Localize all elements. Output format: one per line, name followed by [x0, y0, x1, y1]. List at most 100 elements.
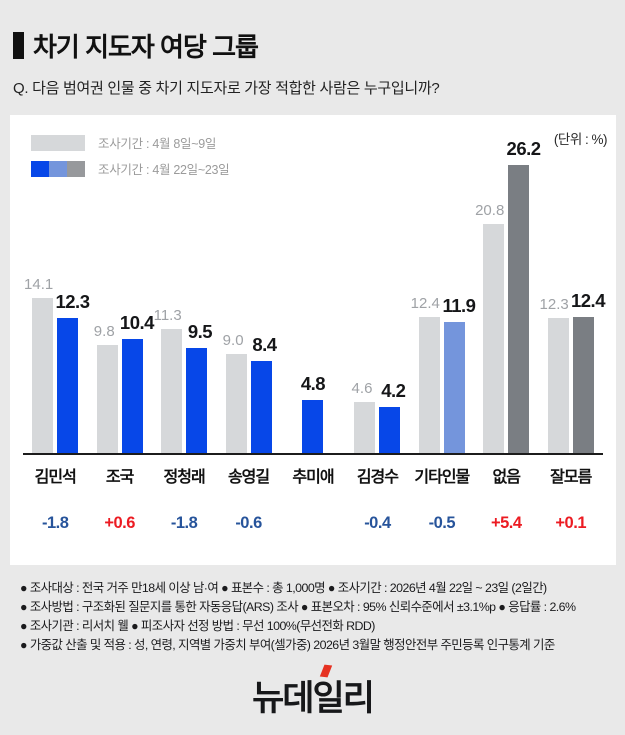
unit-label: (단위 : %) — [553, 132, 608, 147]
bar-group: 11.3 9.5 — [152, 115, 216, 453]
bar-wave2: 9.5 — [186, 115, 213, 453]
bar-wave1: 12.3 — [540, 115, 569, 453]
bar-value-label: 12.3 — [539, 296, 569, 313]
change-value-row: -1.8 +0.6 -1.8 -0.6 -0.4 -0.5 +5.4 +0.1 — [23, 514, 603, 533]
category-label: 송영길 — [227, 469, 270, 486]
legend-item-wave2: 조사기간 : 4월 22일~23일 — [31, 159, 230, 178]
change-value: +5.4 — [490, 514, 522, 532]
category-label: 김민석 — [34, 469, 77, 486]
bar — [302, 400, 324, 453]
category-label: 정청래 — [163, 469, 206, 486]
bar-group: 4.8 — [281, 115, 345, 453]
legend-swatch-wave1 — [31, 134, 85, 151]
change-value: -0.5 — [428, 514, 456, 532]
bar — [354, 402, 376, 453]
legend-label-wave1: 조사기간 : 4월 8일~9일 — [98, 137, 217, 151]
bar-value-label: 9.8 — [93, 323, 115, 340]
bar-value-label: 12.3 — [55, 291, 90, 312]
bar-wave2: 8.4 — [250, 115, 277, 453]
bar — [96, 345, 118, 453]
logo-text-wrap: 뉴데일리 — [252, 664, 375, 721]
bar — [572, 317, 594, 453]
bar-value-label: 9.5 — [187, 321, 213, 342]
chart-legend: 조사기간 : 4월 8일~9일 조사기간 : 4월 22일~23일 — [31, 133, 230, 185]
bar-wave1: 9.0 — [222, 115, 247, 453]
bar-value-label: 11.9 — [442, 295, 476, 316]
bar-wave1: 11.3 — [154, 115, 183, 453]
category-label: 추미애 — [292, 469, 334, 486]
change-value — [281, 514, 345, 533]
bar — [121, 339, 143, 453]
methodology-notes: ● 조사대상 : 전국 거주 만18세 이상 남·여 ● 표본수 : 총 1,0… — [20, 579, 625, 655]
change-value: +0.1 — [555, 514, 586, 532]
methodology-note-line: ● 조사대상 : 전국 거주 만18세 이상 남·여 ● 표본수 : 총 1,0… — [20, 581, 547, 595]
category-label: 기타인물 — [414, 469, 470, 486]
bar-value-label: 20.8 — [475, 202, 505, 219]
bar-group: 4.6 4.2 — [345, 115, 409, 453]
bar — [379, 407, 401, 453]
bar-value-label: 26.2 — [506, 138, 542, 159]
bar-group: 9.0 8.4 — [216, 115, 280, 453]
legend-swatch-segment — [49, 160, 67, 177]
category-label: 잘모름 — [550, 469, 592, 486]
bar-value-label: 14.1 — [24, 276, 54, 293]
bar — [161, 329, 183, 453]
header: 차기 지도자 여당 그룹 Q. 다음 범여권 인물 중 차기 지도자로 가장 적… — [0, 0, 625, 98]
bar-group: 12.3 12.4 — [539, 115, 605, 453]
page-title: 차기 지도자 여당 그룹 — [33, 32, 259, 62]
change-value: -0.4 — [364, 514, 391, 532]
bar — [418, 317, 440, 453]
bar — [57, 318, 79, 453]
bar-value-label: 11.3 — [153, 307, 182, 324]
bar — [225, 354, 247, 453]
bar — [32, 298, 54, 453]
change-value: -1.8 — [42, 514, 69, 532]
bar-wave1: 9.8 — [93, 115, 118, 453]
newdaily-logo: 뉴데일리 — [0, 664, 625, 721]
bar-wave1: 14.1 — [24, 115, 54, 453]
title-marker-bar — [13, 32, 24, 59]
bar-group: 20.8 26.2 — [474, 115, 541, 453]
bar-wave2: 10.4 — [120, 115, 154, 453]
category-label: 조국 — [105, 469, 134, 486]
logo-text: 뉴데일리 — [252, 679, 375, 718]
legend-item-wave1: 조사기간 : 4월 8일~9일 — [31, 133, 229, 152]
bar — [443, 322, 465, 453]
chart-card: 조사기간 : 4월 8일~9일 조사기간 : 4월 22일~23일 (단위 : … — [10, 115, 616, 565]
bar — [250, 361, 272, 453]
bar-wave1: 4.6 — [351, 115, 376, 453]
legend-swatch-segment — [67, 160, 85, 177]
bar-value-label: 4.2 — [381, 380, 406, 401]
bar-wave2: 26.2 — [507, 115, 541, 453]
bar-group: 9.8 10.4 — [87, 115, 154, 453]
bar-value-label: 4.8 — [300, 373, 326, 394]
bar-wave1: 12.4 — [411, 115, 440, 453]
category-label: 김경수 — [356, 469, 399, 486]
bar-value-label: 4.6 — [351, 380, 373, 397]
logo-accent-mark — [319, 664, 332, 678]
bar — [547, 318, 569, 453]
bar-chart: 14.1 12.3 9.8 10.4 11.3 9.5 9.0 8.4 4.8 4.6 4.2 12.… — [23, 115, 605, 455]
bar-value-label: 8.4 — [252, 334, 277, 355]
bar-wave2: 12.4 — [571, 115, 605, 453]
bar-value-label: 9.0 — [222, 332, 244, 349]
change-value: -0.6 — [235, 514, 262, 532]
bar — [508, 165, 530, 453]
bar-wave1: 20.8 — [475, 115, 505, 453]
methodology-note-line: ● 조사기관 : 리서치 웰 ● 피조사자 선정 방법 : 무선 100%(무선… — [20, 619, 375, 633]
change-value: +0.6 — [104, 514, 135, 532]
bar-group: 14.1 12.3 — [23, 115, 90, 453]
bar-value-label: 12.4 — [570, 290, 606, 311]
bar-value-label: 10.4 — [119, 312, 155, 333]
bar-wave2: 4.8 — [300, 115, 326, 453]
bar-wave2: 4.2 — [379, 115, 406, 453]
legend-swatch-wave2 — [31, 160, 85, 177]
legend-swatch-segment — [31, 160, 49, 177]
bar — [483, 224, 505, 453]
change-value: -1.8 — [170, 514, 198, 532]
bar-wave2: 11.9 — [442, 115, 476, 453]
methodology-note-line: ● 가중값 산출 및 적용 : 성, 연령, 지역별 가중치 부여(셀가중) 2… — [20, 638, 555, 652]
title-row: 차기 지도자 여당 그룹 — [13, 27, 612, 64]
bar — [186, 348, 208, 453]
